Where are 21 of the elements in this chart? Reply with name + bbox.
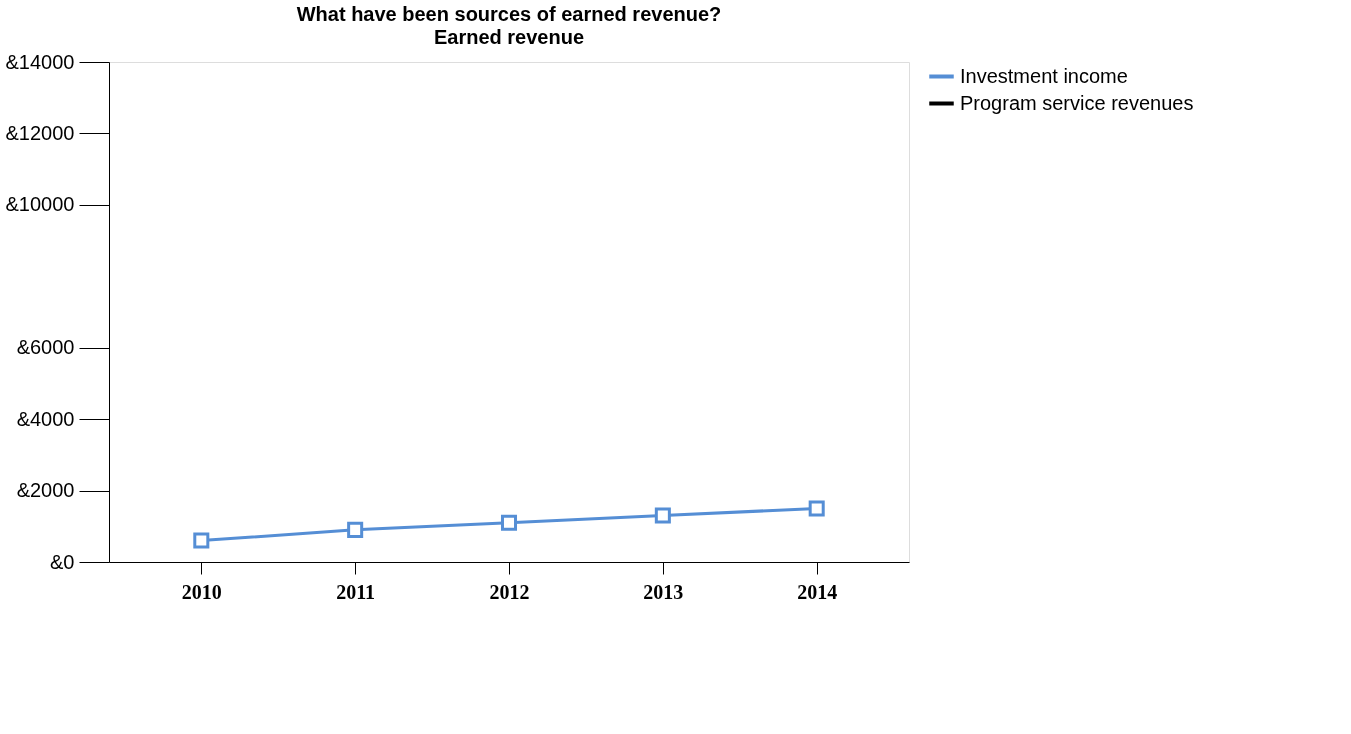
x-tick-label: 2012	[489, 580, 530, 603]
y-tick-label: &10000	[5, 193, 75, 216]
y-tick-label: &6000	[16, 336, 75, 359]
y-tick-label: &14000	[5, 50, 75, 73]
point	[808, 500, 825, 517]
point	[654, 507, 671, 524]
y-tick-label: &12000	[5, 121, 75, 144]
point	[347, 521, 364, 538]
chart-title: What have been sources of earned revenue?	[296, 3, 722, 25]
x-tick-label: 2010	[181, 580, 222, 603]
y-tick-label: &0	[50, 550, 75, 573]
legend-label: Program service revenues	[960, 91, 1194, 114]
chart-subtitle: Earned revenue	[433, 26, 585, 48]
point	[500, 514, 518, 531]
x-tick-label: 2011	[336, 580, 376, 603]
legend-label: Investment income	[960, 64, 1128, 87]
x-tick-label: 2013	[643, 580, 684, 603]
y-tick-label: &4000	[16, 407, 75, 430]
x-tick-label: 2014	[797, 580, 838, 603]
point	[193, 532, 210, 549]
y-tick-label: &2000	[16, 479, 75, 502]
